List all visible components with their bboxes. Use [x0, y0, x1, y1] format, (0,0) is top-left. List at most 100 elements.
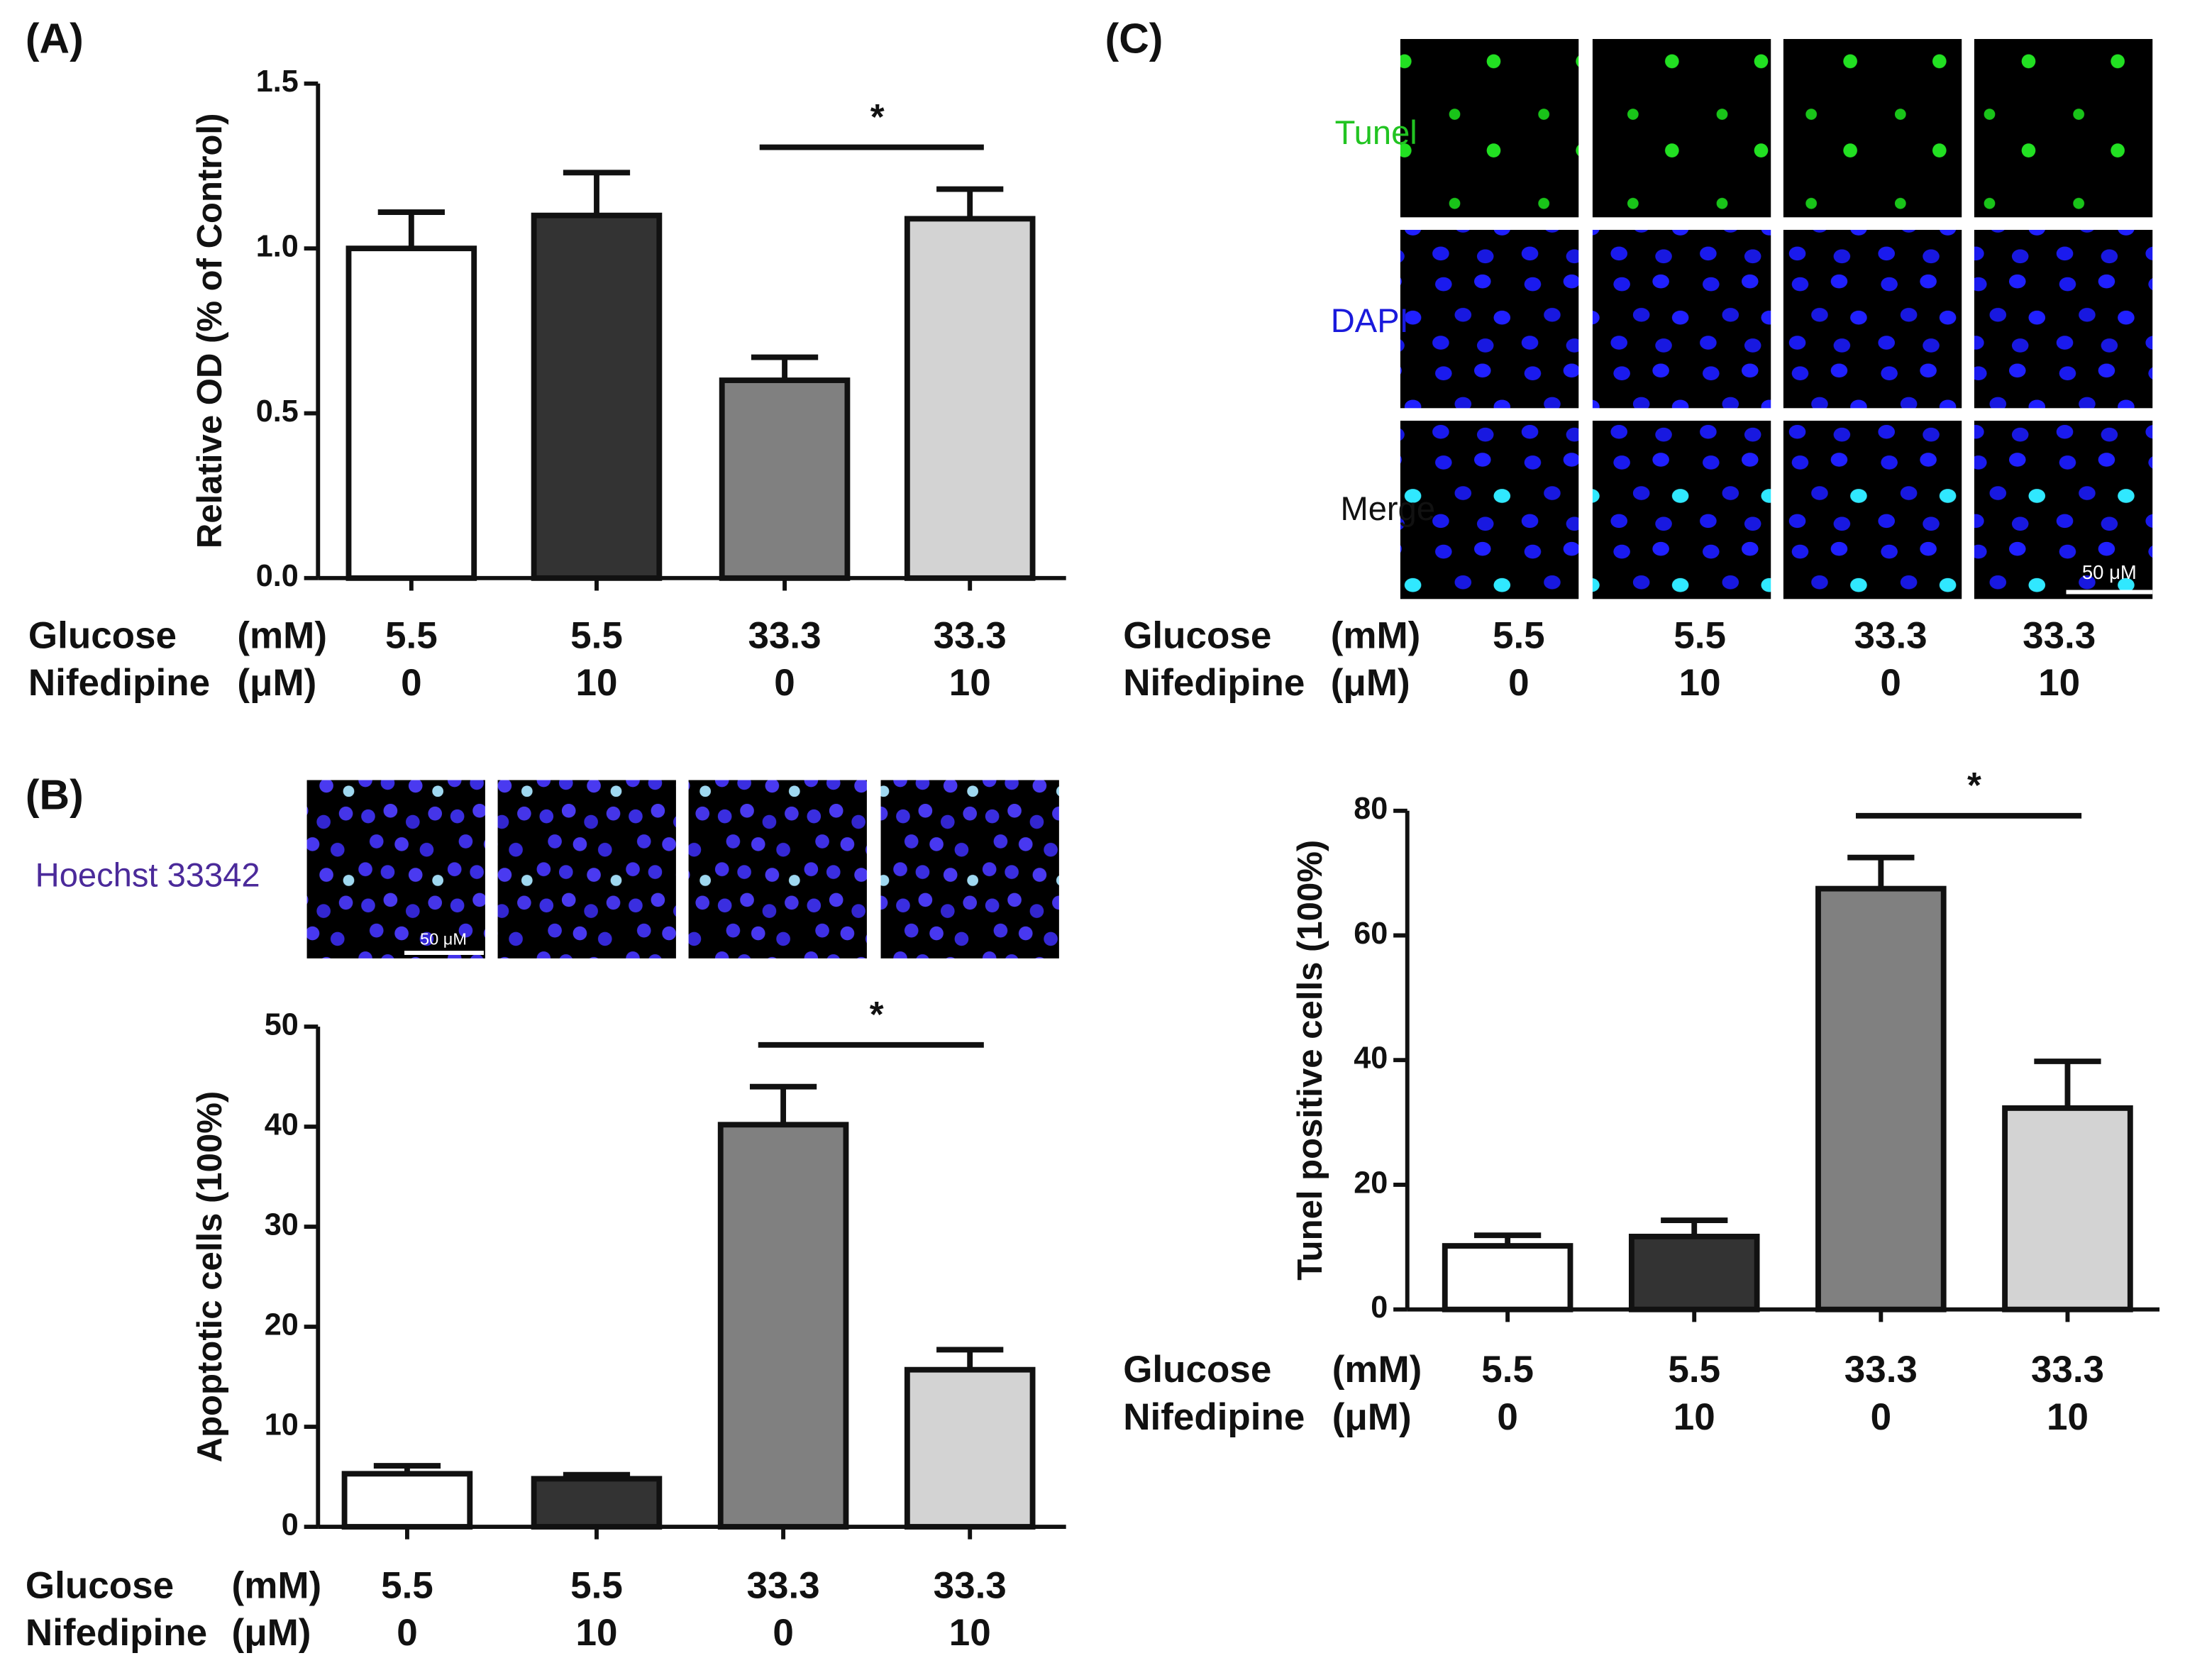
y-tick-label: 30	[265, 1208, 299, 1242]
row-unit: (μM)	[1331, 662, 1410, 704]
y-tick-label: 0	[1371, 1291, 1388, 1325]
micrograph-image	[688, 780, 867, 958]
y-tick-label: 20	[265, 1308, 299, 1342]
y-tick-label: 60	[1354, 917, 1388, 951]
micrograph-image	[880, 780, 1059, 958]
row-unit: (mM)	[232, 1564, 322, 1606]
y-tick-label: 50	[265, 1008, 299, 1042]
row-unit: (μM)	[232, 1612, 311, 1654]
micrograph-image	[1974, 229, 2153, 409]
bar	[341, 1471, 473, 1530]
row-label: 10	[576, 1612, 618, 1654]
y-axis-title: Apoptotic cells (100%)	[191, 1091, 229, 1463]
row-name: Nifedipine	[1123, 1396, 1305, 1438]
row-name: Nifedipine	[26, 1612, 207, 1654]
row-label: 0	[1508, 662, 1529, 704]
row-label: 10	[2047, 1396, 2089, 1438]
y-tick-label: 40	[265, 1107, 299, 1142]
row-label: 0	[397, 1612, 417, 1654]
panel-label: (C)	[1105, 16, 1163, 62]
significance-label: *	[870, 96, 885, 137]
micrograph-image	[497, 780, 676, 958]
row-label: 10	[2038, 662, 2080, 704]
row-label: 5.5	[385, 614, 438, 656]
y-tick-label: 1.0	[256, 230, 299, 264]
row-name: Glucose	[28, 614, 177, 656]
y-tick-label: 20	[1354, 1166, 1388, 1200]
bar	[904, 1366, 1036, 1530]
y-axis-title: Tunel positive cells (100%)	[1291, 840, 1329, 1281]
micrograph-image	[1400, 420, 1579, 599]
micrograph-image	[1400, 229, 1579, 409]
row-label: 5.5	[1668, 1349, 1720, 1391]
row-label: 5.5	[1493, 614, 1545, 656]
row-label: 0	[773, 1612, 793, 1654]
row-label: 5.5	[570, 1564, 623, 1606]
channel-label: Merge	[1341, 490, 1436, 527]
row-unit: (mM)	[1332, 1349, 1422, 1391]
bar	[904, 216, 1036, 581]
row-name: Glucose	[1123, 614, 1271, 656]
y-tick-label: 0	[282, 1508, 299, 1542]
bar	[531, 212, 663, 581]
panel-label: (B)	[26, 773, 84, 819]
bar	[1442, 1243, 1573, 1312]
channel-label: Tunel	[1335, 114, 1417, 151]
scale-bar-label: 50 μM	[420, 930, 467, 949]
y-tick-label: 10	[265, 1408, 299, 1442]
row-label: 5.5	[570, 614, 623, 656]
row-label: 10	[1679, 662, 1721, 704]
y-tick-label: 0.5	[256, 394, 299, 429]
row-label: 10	[949, 662, 991, 704]
row-label: 5.5	[381, 1564, 433, 1606]
micrograph-image	[1974, 420, 2153, 599]
row-label: 33.3	[747, 1564, 820, 1606]
significance-label: *	[870, 994, 884, 1034]
bar	[717, 1122, 849, 1530]
row-name: Glucose	[1123, 1349, 1271, 1391]
row-label: 5.5	[1481, 1349, 1534, 1391]
row-label: 0	[1880, 662, 1901, 704]
bar	[1628, 1233, 1760, 1312]
row-unit: (μM)	[1332, 1396, 1412, 1438]
bar	[1815, 885, 1947, 1312]
micrograph-image	[1783, 38, 1962, 218]
row-name: Nifedipine	[1123, 662, 1305, 704]
y-tick-label: 80	[1354, 792, 1388, 826]
micrograph-image	[1783, 420, 1962, 599]
row-label: 0	[1497, 1396, 1517, 1438]
y-axis-title: Relative OD (% of Control)	[191, 114, 229, 549]
row-label: 33.3	[934, 614, 1007, 656]
row-label: 10	[576, 662, 618, 704]
y-tick-label: 40	[1354, 1041, 1388, 1076]
bar	[719, 377, 851, 581]
channel-label: DAPI	[1331, 302, 1409, 339]
micrograph-image	[1974, 38, 2153, 218]
row-label: 33.3	[934, 1564, 1007, 1606]
row-name: Nifedipine	[28, 662, 210, 704]
row-unit: (mM)	[1331, 614, 1421, 656]
row-label: 33.3	[2023, 614, 2096, 656]
row-label: 0	[774, 662, 795, 704]
panel-label: (A)	[26, 16, 84, 62]
row-label: 10	[949, 1612, 991, 1654]
micrograph-image	[1592, 420, 1771, 599]
micrograph-image	[306, 780, 485, 958]
y-tick-label: 0.0	[256, 559, 299, 593]
row-unit: (μM)	[237, 662, 316, 704]
row-label: 10	[1674, 1396, 1715, 1438]
micrograph-image	[1592, 229, 1771, 409]
row-name: Glucose	[26, 1564, 174, 1606]
bar	[531, 1476, 663, 1530]
significance-label: *	[1967, 765, 1981, 805]
scale-bar-label: 50 μM	[2082, 561, 2137, 583]
row-label: 5.5	[1674, 614, 1726, 656]
micrograph-image	[1783, 229, 1962, 409]
channel-label: Hoechst 33342	[35, 856, 260, 893]
micrograph-image	[1592, 38, 1771, 218]
bar	[2002, 1105, 2133, 1312]
bar	[345, 245, 477, 581]
row-label: 33.3	[1844, 1349, 1918, 1391]
